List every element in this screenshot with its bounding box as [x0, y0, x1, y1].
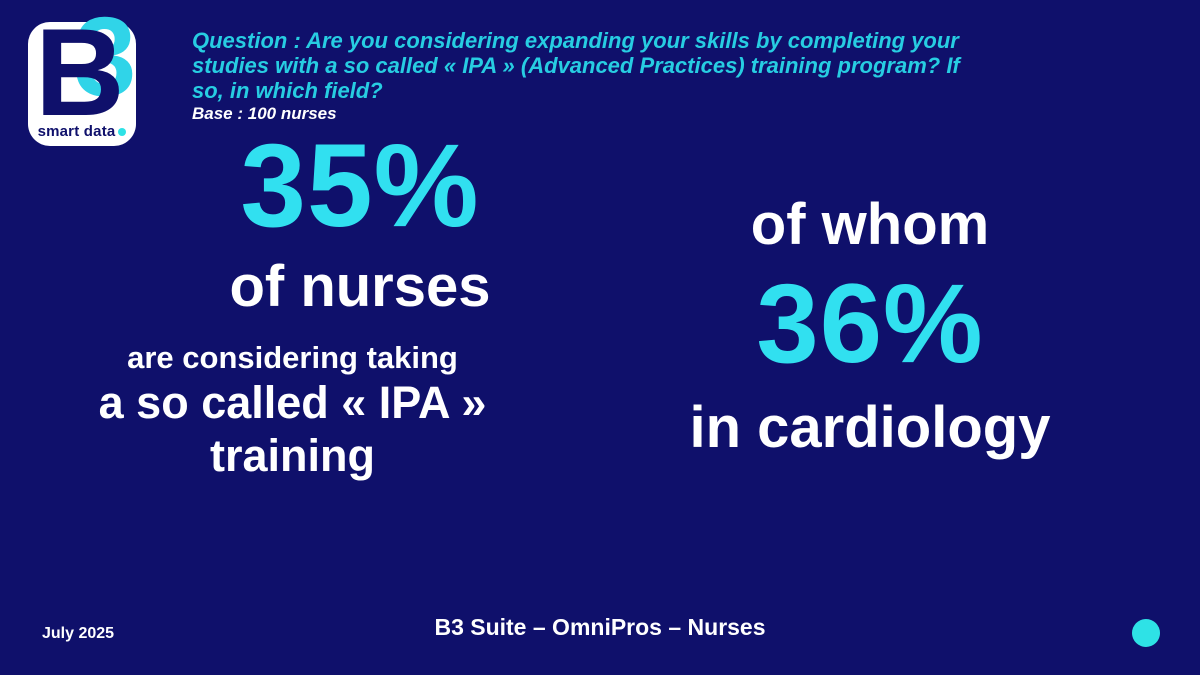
- stat-35-detail-line-3: training: [210, 430, 375, 481]
- b3-smart-data-logo: 3 B smart data: [28, 1, 136, 146]
- question-text: Question : Are you considering expanding…: [192, 28, 1092, 103]
- logo-letter-b: B: [35, 4, 125, 142]
- logo-digit-3: 3: [74, 0, 137, 119]
- logo-caption: smart data: [28, 123, 136, 140]
- question-line-1: Question : Are you considering expanding…: [192, 28, 959, 53]
- footer-dot-icon: [1132, 619, 1160, 647]
- left-stat-detail: are considering taking a so called « IPA…: [40, 339, 545, 482]
- stat-36-value: 36%: [756, 261, 984, 386]
- right-stat: of whom 36% in cardiology: [620, 196, 1120, 457]
- stat-35-detail-line-1: are considering taking: [127, 340, 458, 375]
- stat-35-detail-line-2: a so called « IPA »: [98, 377, 487, 428]
- stat-35-subject: of nurses: [229, 254, 491, 319]
- footer-title: B3 Suite – OmniPros – Nurses: [434, 614, 766, 640]
- footer-date: July 2025: [42, 625, 115, 642]
- question-line-3: so, in which field?: [192, 78, 383, 103]
- logo-dot-icon: [118, 128, 127, 136]
- stat-36-detail: in cardiology: [689, 395, 1051, 460]
- logo-caption-text: smart data: [37, 123, 116, 140]
- stat-36-intro: of whom: [750, 192, 990, 257]
- question-line-2: studies with a so called « IPA » (Advanc…: [192, 53, 960, 78]
- stat-35-value: 35%: [240, 120, 480, 252]
- left-stat-headline: 35% of nurses: [115, 127, 605, 316]
- base-note: Base : 100 nurses: [192, 104, 337, 123]
